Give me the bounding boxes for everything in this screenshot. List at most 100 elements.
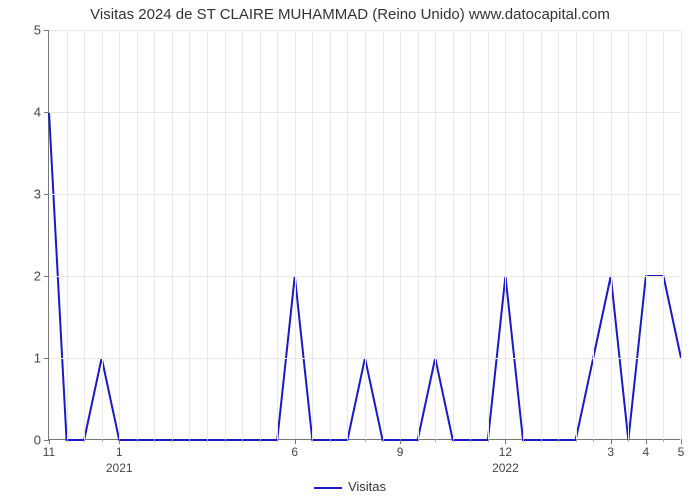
legend-label: Visitas <box>348 479 386 494</box>
xtick-minor <box>207 439 208 442</box>
grid-line-v <box>365 30 366 439</box>
grid-line-v <box>242 30 243 439</box>
xtick-minor <box>67 439 68 442</box>
grid-line-v <box>628 30 629 439</box>
ytick-mark <box>44 112 49 113</box>
legend: Visitas <box>0 479 700 494</box>
grid-line-v <box>418 30 419 439</box>
xtick-label: 5 <box>678 445 685 459</box>
grid-line-v <box>260 30 261 439</box>
ytick-label: 1 <box>34 351 41 366</box>
xtick-minor <box>137 439 138 442</box>
xtick-minor <box>172 439 173 442</box>
xtick-minor <box>365 439 366 442</box>
xtick-minor <box>312 439 313 442</box>
grid-line-v <box>505 30 506 439</box>
grid-line-v <box>189 30 190 439</box>
xtick-minor <box>84 439 85 442</box>
xtick-mark <box>646 439 647 444</box>
xtick-minor <box>470 439 471 442</box>
xtick-minor <box>225 439 226 442</box>
grid-line-v <box>576 30 577 439</box>
grid-line-v <box>172 30 173 439</box>
ytick-label: 5 <box>34 23 41 38</box>
grid-line-v <box>558 30 559 439</box>
xtick-minor <box>383 439 384 442</box>
xtick-mark <box>49 439 50 444</box>
xtick-minor <box>277 439 278 442</box>
grid-line-v <box>681 30 682 439</box>
ytick-mark <box>44 276 49 277</box>
grid-line-v <box>523 30 524 439</box>
ytick-mark <box>44 30 49 31</box>
grid-line-v <box>488 30 489 439</box>
xtick-label: 1 <box>116 445 123 459</box>
grid-line-v <box>84 30 85 439</box>
ytick-mark <box>44 194 49 195</box>
grid-line-v <box>453 30 454 439</box>
xtick-label: 9 <box>397 445 404 459</box>
xtick-mark <box>681 439 682 444</box>
grid-line-v <box>541 30 542 439</box>
grid-line-v <box>154 30 155 439</box>
legend-swatch <box>314 487 342 489</box>
xtick-label: 4 <box>643 445 650 459</box>
xtick-minor <box>242 439 243 442</box>
grid-line-v <box>295 30 296 439</box>
xtick-label: 6 <box>291 445 298 459</box>
xtick-mark <box>400 439 401 444</box>
ytick-label: 2 <box>34 269 41 284</box>
ytick-label: 3 <box>34 187 41 202</box>
chart-area: 012345111691234520212022 <box>48 30 680 440</box>
grid-line-v <box>330 30 331 439</box>
ytick-mark <box>44 358 49 359</box>
xtick-mark <box>611 439 612 444</box>
xtick-minor <box>593 439 594 442</box>
grid-line-v <box>225 30 226 439</box>
ytick-label: 0 <box>34 433 41 448</box>
xtick-minor <box>347 439 348 442</box>
grid-line-v <box>207 30 208 439</box>
xtick-minor <box>576 439 577 442</box>
grid-line-v <box>383 30 384 439</box>
chart-title: Visitas 2024 de ST CLAIRE MUHAMMAD (Rein… <box>0 0 700 23</box>
grid-line-v <box>312 30 313 439</box>
grid-line-v <box>137 30 138 439</box>
grid-line-v <box>470 30 471 439</box>
xtick-minor <box>558 439 559 442</box>
grid-line-v <box>277 30 278 439</box>
x-year-label: 2021 <box>106 461 133 475</box>
x-year-label: 2022 <box>492 461 519 475</box>
grid-line-v <box>646 30 647 439</box>
xtick-label: 3 <box>607 445 614 459</box>
xtick-mark <box>119 439 120 444</box>
ytick-label: 4 <box>34 105 41 120</box>
xtick-minor <box>523 439 524 442</box>
xtick-minor <box>663 439 664 442</box>
grid-line-v <box>593 30 594 439</box>
grid-line-v <box>119 30 120 439</box>
grid-line-v <box>347 30 348 439</box>
grid-line-v <box>102 30 103 439</box>
xtick-label: 11 <box>43 445 55 459</box>
xtick-minor <box>154 439 155 442</box>
xtick-minor <box>628 439 629 442</box>
xtick-minor <box>435 439 436 442</box>
xtick-minor <box>189 439 190 442</box>
xtick-minor <box>260 439 261 442</box>
plot-region: 012345111691234520212022 <box>48 30 680 440</box>
grid-line-v <box>67 30 68 439</box>
xtick-mark <box>505 439 506 444</box>
xtick-minor <box>488 439 489 442</box>
grid-line-v <box>435 30 436 439</box>
grid-line-v <box>663 30 664 439</box>
xtick-mark <box>295 439 296 444</box>
xtick-minor <box>102 439 103 442</box>
xtick-minor <box>541 439 542 442</box>
xtick-minor <box>330 439 331 442</box>
chart-container: Visitas 2024 de ST CLAIRE MUHAMMAD (Rein… <box>0 0 700 500</box>
grid-line-v <box>400 30 401 439</box>
xtick-minor <box>418 439 419 442</box>
grid-line-v <box>611 30 612 439</box>
xtick-label: 12 <box>499 445 512 459</box>
